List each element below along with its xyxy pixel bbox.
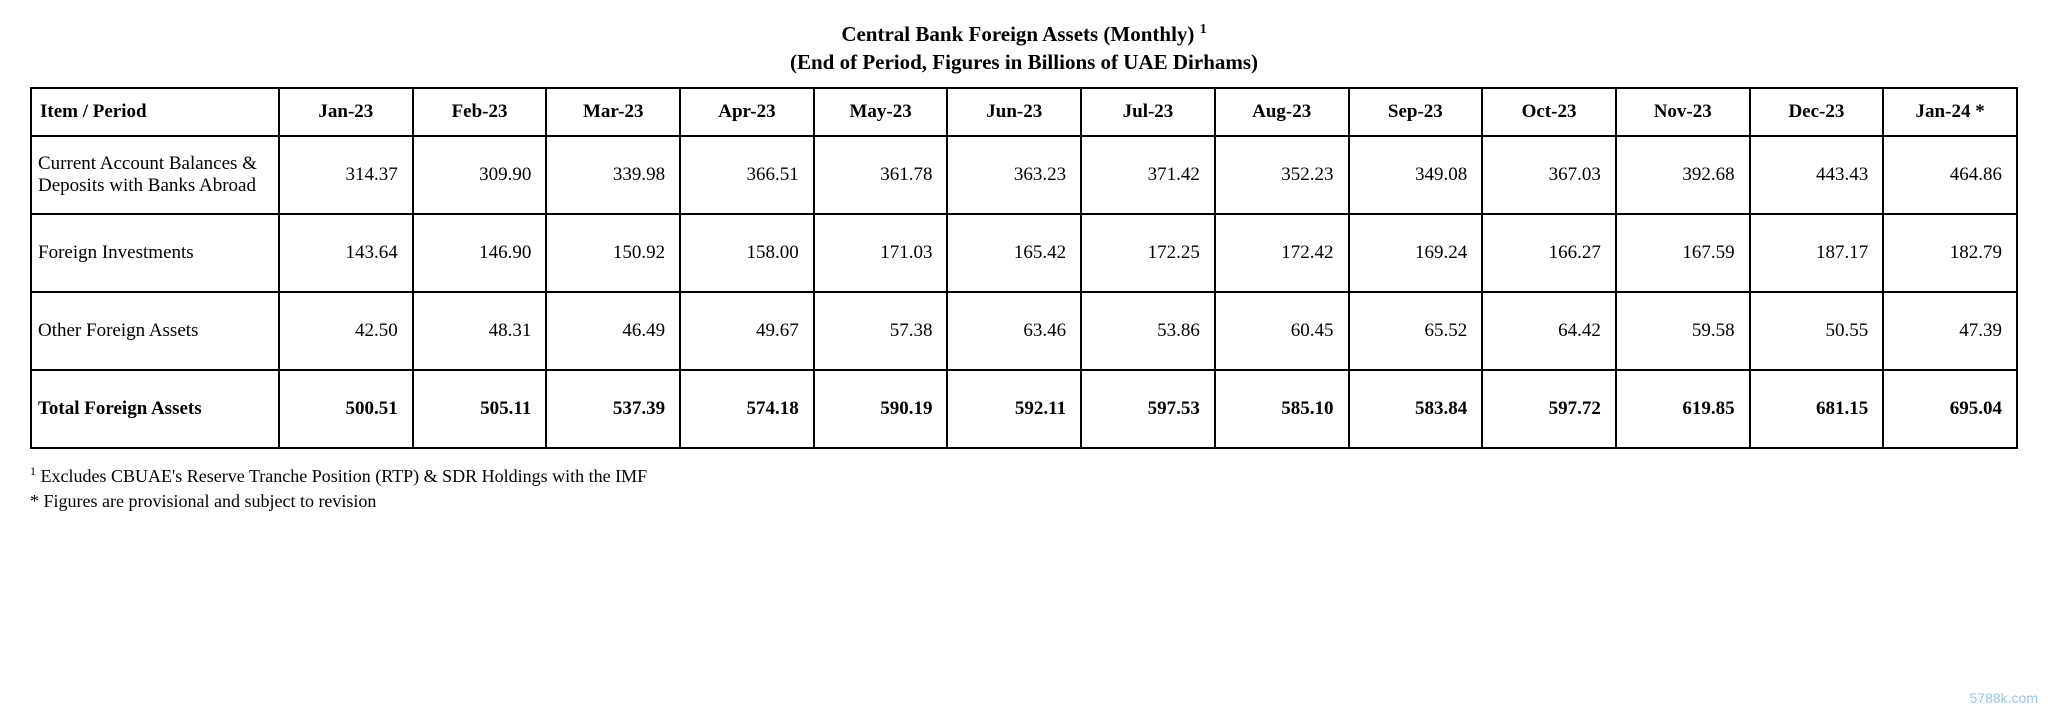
footnote-2: * Figures are provisional and subject to… xyxy=(30,489,2018,514)
row-value: 590.19 xyxy=(814,370,948,448)
row-value: 443.43 xyxy=(1750,136,1884,214)
row-label: Foreign Investments xyxy=(31,214,279,292)
row-label: Total Foreign Assets xyxy=(31,370,279,448)
row-value: 150.92 xyxy=(546,214,680,292)
row-value: 392.68 xyxy=(1616,136,1750,214)
row-value: 585.10 xyxy=(1215,370,1349,448)
row-value: 167.59 xyxy=(1616,214,1750,292)
row-value: 597.72 xyxy=(1482,370,1616,448)
row-value: 172.42 xyxy=(1215,214,1349,292)
row-value: 464.86 xyxy=(1883,136,2017,214)
col-head-period: May-23 xyxy=(814,88,948,136)
row-value: 367.03 xyxy=(1482,136,1616,214)
footnote-1: 1 Excludes CBUAE's Reserve Tranche Posit… xyxy=(30,463,2018,489)
table-row: Foreign Investments 143.64 146.90 150.92… xyxy=(31,214,2017,292)
col-head-period: Apr-23 xyxy=(680,88,814,136)
row-value: 187.17 xyxy=(1750,214,1884,292)
col-head-item: Item / Period xyxy=(31,88,279,136)
title-text-1: Central Bank Foreign Assets (Monthly) xyxy=(841,22,1194,46)
table-row-total: Total Foreign Assets 500.51 505.11 537.3… xyxy=(31,370,2017,448)
col-head-period: Jan-23 xyxy=(279,88,413,136)
row-value: 165.42 xyxy=(947,214,1081,292)
row-value: 371.42 xyxy=(1081,136,1215,214)
row-value: 361.78 xyxy=(814,136,948,214)
foreign-assets-table: Item / Period Jan-23 Feb-23 Mar-23 Apr-2… xyxy=(30,87,2018,449)
col-head-period: Aug-23 xyxy=(1215,88,1349,136)
col-head-period: Dec-23 xyxy=(1750,88,1884,136)
row-value: 50.55 xyxy=(1750,292,1884,370)
row-value: 500.51 xyxy=(279,370,413,448)
row-value: 48.31 xyxy=(413,292,547,370)
footnote-1-text: Excludes CBUAE's Reserve Tranche Positio… xyxy=(36,466,647,486)
col-head-period: Mar-23 xyxy=(546,88,680,136)
row-value: 64.42 xyxy=(1482,292,1616,370)
row-value: 352.23 xyxy=(1215,136,1349,214)
row-value: 146.90 xyxy=(413,214,547,292)
col-head-period: Sep-23 xyxy=(1349,88,1483,136)
row-value: 537.39 xyxy=(546,370,680,448)
col-head-period: Jun-23 xyxy=(947,88,1081,136)
row-value: 169.24 xyxy=(1349,214,1483,292)
col-head-period: Jul-23 xyxy=(1081,88,1215,136)
watermark-text: 5788k.com xyxy=(1970,690,2038,706)
row-label: Other Foreign Assets xyxy=(31,292,279,370)
row-value: 53.86 xyxy=(1081,292,1215,370)
row-value: 63.46 xyxy=(947,292,1081,370)
title-line-1: Central Bank Foreign Assets (Monthly) 1 xyxy=(30,20,2018,48)
row-value: 574.18 xyxy=(680,370,814,448)
row-value: 314.37 xyxy=(279,136,413,214)
table-row: Other Foreign Assets 42.50 48.31 46.49 4… xyxy=(31,292,2017,370)
col-head-period: Feb-23 xyxy=(413,88,547,136)
row-label: Current Account Balances & Deposits with… xyxy=(31,136,279,214)
title-line-2: (End of Period, Figures in Billions of U… xyxy=(30,48,2018,76)
row-value: 619.85 xyxy=(1616,370,1750,448)
row-value: 505.11 xyxy=(413,370,547,448)
row-value: 47.39 xyxy=(1883,292,2017,370)
title-block: Central Bank Foreign Assets (Monthly) 1 … xyxy=(30,20,2018,77)
row-value: 59.58 xyxy=(1616,292,1750,370)
row-value: 597.53 xyxy=(1081,370,1215,448)
row-value: 166.27 xyxy=(1482,214,1616,292)
col-head-period: Jan-24 * xyxy=(1883,88,2017,136)
row-value: 182.79 xyxy=(1883,214,2017,292)
row-value: 363.23 xyxy=(947,136,1081,214)
row-value: 366.51 xyxy=(680,136,814,214)
row-value: 583.84 xyxy=(1349,370,1483,448)
row-value: 681.15 xyxy=(1750,370,1884,448)
row-value: 46.49 xyxy=(546,292,680,370)
row-value: 42.50 xyxy=(279,292,413,370)
row-value: 339.98 xyxy=(546,136,680,214)
row-value: 57.38 xyxy=(814,292,948,370)
table-header-row: Item / Period Jan-23 Feb-23 Mar-23 Apr-2… xyxy=(31,88,2017,136)
row-value: 695.04 xyxy=(1883,370,2017,448)
row-value: 60.45 xyxy=(1215,292,1349,370)
col-head-period: Nov-23 xyxy=(1616,88,1750,136)
footnotes-block: 1 Excludes CBUAE's Reserve Tranche Posit… xyxy=(30,463,2018,514)
row-value: 592.11 xyxy=(947,370,1081,448)
row-value: 143.64 xyxy=(279,214,413,292)
row-value: 49.67 xyxy=(680,292,814,370)
title-superscript: 1 xyxy=(1200,22,1207,37)
row-value: 171.03 xyxy=(814,214,948,292)
col-head-period: Oct-23 xyxy=(1482,88,1616,136)
row-value: 349.08 xyxy=(1349,136,1483,214)
row-value: 158.00 xyxy=(680,214,814,292)
row-value: 172.25 xyxy=(1081,214,1215,292)
row-value: 65.52 xyxy=(1349,292,1483,370)
row-value: 309.90 xyxy=(413,136,547,214)
table-row: Current Account Balances & Deposits with… xyxy=(31,136,2017,214)
